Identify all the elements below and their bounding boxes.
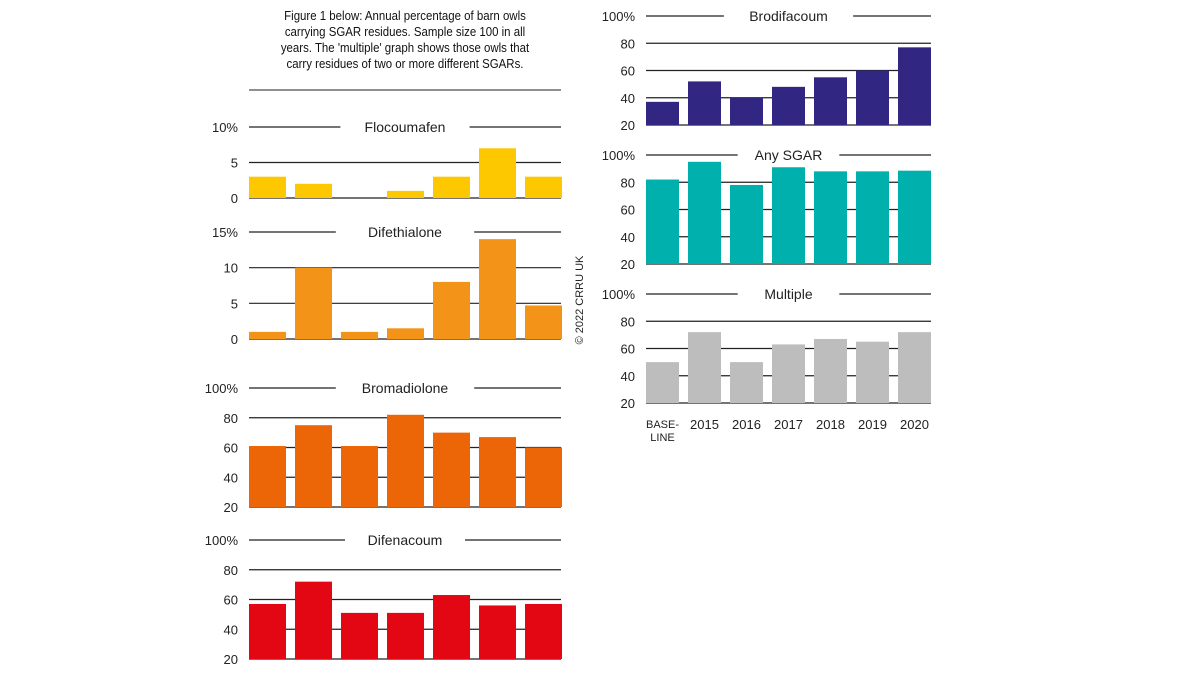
bar-2018 <box>814 338 847 403</box>
chart-title: Bromadiolone <box>362 380 449 396</box>
bar-2020 <box>525 603 562 659</box>
bar-2020 <box>898 332 931 403</box>
bar-2015 <box>688 81 721 125</box>
bar-2016 <box>730 184 763 264</box>
bar-2016 <box>341 446 378 507</box>
bar-2020 <box>898 47 931 125</box>
y-tick-label: 60 <box>621 64 635 79</box>
bar-base-line <box>646 101 679 125</box>
bar-2015 <box>295 183 332 198</box>
bar-2018 <box>814 171 847 264</box>
x-tick-label: 2020 <box>900 417 929 432</box>
y-tick-label: 10% <box>212 120 238 135</box>
y-tick-label: 40 <box>621 369 635 384</box>
chart-title: Difenacoum <box>368 532 443 548</box>
y-tick-label: 80 <box>621 314 635 329</box>
bar-2018 <box>433 281 470 339</box>
y-tick-label: 0 <box>231 332 238 347</box>
figure-caption: Figure 1 below: Annual percentage of bar… <box>280 8 530 71</box>
bar-2018 <box>433 176 470 198</box>
y-tick-label: 100% <box>602 148 636 163</box>
x-tick-label: 2018 <box>816 417 845 432</box>
bar-base-line <box>646 362 679 403</box>
bar-2017 <box>387 612 424 659</box>
y-tick-label: 80 <box>621 175 635 190</box>
x-tick-label: 2016 <box>732 417 761 432</box>
y-tick-label: 20 <box>224 652 238 667</box>
bar-2019 <box>479 437 516 507</box>
bar-2015 <box>688 161 721 264</box>
bar-2017 <box>387 190 424 198</box>
bar-2020 <box>898 170 931 264</box>
bar-base-line <box>646 179 679 264</box>
bar-2019 <box>479 239 516 339</box>
y-tick-label: 5 <box>231 156 238 171</box>
bar-2015 <box>295 267 332 339</box>
bar-2017 <box>772 344 805 403</box>
bar-base-line <box>249 176 286 198</box>
bar-2019 <box>479 605 516 659</box>
y-tick-label: 40 <box>224 470 238 485</box>
y-tick-label: 80 <box>224 411 238 426</box>
y-tick-label: 100% <box>205 381 239 396</box>
bar-2020 <box>525 447 562 507</box>
y-tick-label: 60 <box>224 441 238 456</box>
chart-title: Any SGAR <box>755 147 823 163</box>
bar-2019 <box>856 171 889 264</box>
y-tick-label: 100% <box>205 533 239 548</box>
y-tick-label: 5 <box>231 296 238 311</box>
y-tick-label: 0 <box>231 191 238 206</box>
chart-title: Multiple <box>764 286 812 302</box>
y-tick-label: 40 <box>621 91 635 106</box>
y-tick-label: 100% <box>602 9 636 24</box>
bar-2016 <box>341 331 378 339</box>
x-tick-label: BASE- <box>646 419 679 431</box>
bar-2016 <box>730 362 763 403</box>
bar-2017 <box>772 167 805 264</box>
x-tick-label: 2015 <box>690 417 719 432</box>
bar-base-line <box>249 331 286 339</box>
bar-2015 <box>688 332 721 403</box>
y-tick-label: 60 <box>621 342 635 357</box>
bar-2017 <box>387 414 424 507</box>
y-tick-label: 40 <box>621 230 635 245</box>
y-tick-label: 80 <box>224 563 238 578</box>
x-tick-label: 2017 <box>774 417 803 432</box>
copyright-text: © 2022 CRRU UK <box>574 255 586 345</box>
y-tick-label: 80 <box>621 36 635 51</box>
bar-2015 <box>295 581 332 659</box>
bar-2017 <box>772 86 805 125</box>
bar-2020 <box>525 176 562 198</box>
y-tick-label: 40 <box>224 622 238 637</box>
bar-2016 <box>730 97 763 125</box>
y-tick-label: 100% <box>602 287 636 302</box>
y-tick-label: 20 <box>621 118 635 133</box>
bar-2019 <box>856 70 889 125</box>
y-tick-label: 10 <box>224 261 238 276</box>
bar-2018 <box>433 595 470 659</box>
chart-title: Flocoumafen <box>365 119 446 135</box>
bar-2015 <box>295 425 332 507</box>
y-tick-label: 20 <box>621 257 635 272</box>
bar-2018 <box>433 432 470 507</box>
y-tick-label: 60 <box>224 593 238 608</box>
bar-2017 <box>387 328 424 339</box>
bar-2016 <box>341 612 378 659</box>
bar-base-line <box>249 446 286 507</box>
y-tick-label: 15% <box>212 225 238 240</box>
bar-base-line <box>249 603 286 659</box>
x-tick-label: LINE <box>650 432 674 444</box>
bar-2019 <box>479 148 516 198</box>
bar-2019 <box>856 341 889 403</box>
y-tick-label: 20 <box>224 500 238 515</box>
chart-title: Brodifacoum <box>749 8 828 24</box>
bar-2020 <box>525 305 562 339</box>
bar-2018 <box>814 77 847 125</box>
y-tick-label: 60 <box>621 203 635 218</box>
chart-title: Difethialone <box>368 224 442 240</box>
y-tick-label: 20 <box>621 396 635 411</box>
x-tick-label: 2019 <box>858 417 887 432</box>
